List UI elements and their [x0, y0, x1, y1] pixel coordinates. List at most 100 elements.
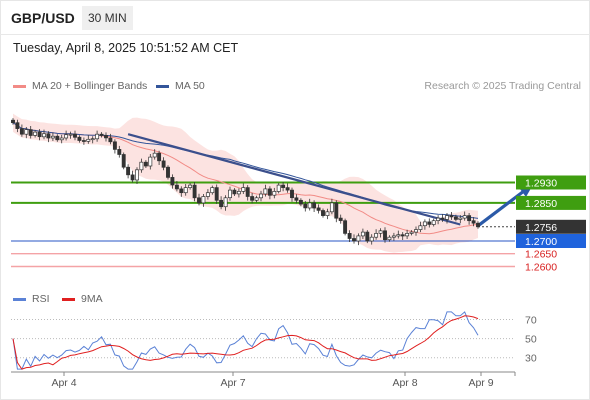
- candle: [19, 124, 24, 137]
- candle: [223, 195, 228, 211]
- candle-body: [294, 197, 299, 201]
- candle: [42, 129, 46, 140]
- header-divider: [0, 34, 590, 35]
- candle: [219, 196, 224, 210]
- candle: [316, 204, 321, 214]
- candle-body: [458, 217, 463, 220]
- candle: [259, 190, 263, 202]
- candle: [33, 130, 38, 138]
- candle: [210, 185, 215, 195]
- candle-body: [267, 188, 272, 196]
- candle: [179, 186, 184, 197]
- candle: [462, 211, 467, 221]
- candle-body: [272, 191, 277, 196]
- candle: [400, 232, 405, 240]
- candle: [174, 181, 179, 192]
- candle: [387, 235, 392, 242]
- candle-body: [205, 192, 210, 197]
- candle: [59, 134, 64, 144]
- candle-body: [219, 199, 224, 208]
- candle-body: [290, 189, 294, 199]
- candle-body: [405, 233, 410, 237]
- candle-body: [445, 215, 449, 220]
- candle: [422, 219, 427, 230]
- candle-body: [73, 133, 77, 138]
- candle: [254, 195, 259, 203]
- candle-body: [254, 197, 259, 201]
- candle-body: [161, 160, 166, 168]
- candle: [126, 164, 131, 179]
- legend-label-9ma: 9MA: [81, 293, 103, 305]
- forecast-arrow-shaft: [477, 184, 533, 228]
- candle-body: [440, 217, 445, 220]
- candle-body: [232, 189, 237, 195]
- candle: [161, 157, 166, 171]
- candle: [232, 188, 237, 196]
- candle-body: [170, 177, 175, 186]
- candle: [414, 226, 418, 236]
- candle-body: [321, 210, 325, 216]
- candle: [170, 174, 175, 189]
- candle-body: [157, 152, 162, 162]
- candle: [135, 167, 139, 184]
- trendline-falling: [127, 133, 461, 226]
- candle: [312, 200, 317, 212]
- candle: [391, 232, 396, 241]
- rsi-level-label-70: 70: [525, 315, 537, 327]
- candle: [467, 213, 472, 225]
- candle: [263, 184, 268, 197]
- candle-body: [24, 129, 29, 135]
- candle: [276, 183, 281, 194]
- candle-body: [325, 211, 330, 216]
- candle-body: [276, 184, 281, 192]
- timeframe-badge[interactable]: 30 MIN: [82, 6, 133, 30]
- candle-body: [427, 221, 432, 225]
- price-level-box-1.2756: [516, 219, 586, 234]
- legend-label-ma50: MA 50: [175, 80, 205, 92]
- candle-body: [418, 225, 423, 230]
- candle-body: [298, 199, 303, 205]
- candle: [285, 183, 290, 193]
- rsi-panel: 70 50 30: [11, 311, 537, 370]
- candle-body: [192, 184, 197, 199]
- candle: [143, 160, 148, 168]
- candle-body: [143, 161, 148, 167]
- candle: [188, 183, 193, 190]
- candle-body: [55, 135, 60, 141]
- candle: [245, 185, 250, 201]
- candle: [68, 131, 73, 139]
- candle: [294, 194, 299, 204]
- candle-body: [369, 236, 374, 242]
- candle: [445, 213, 449, 224]
- instrument-title: GBP/USD: [11, 10, 75, 26]
- candle: [55, 134, 60, 142]
- candle-body: [285, 187, 290, 191]
- candle-body: [436, 217, 441, 221]
- candle-body: [228, 189, 232, 199]
- candle: [476, 221, 480, 229]
- candle-body: [183, 187, 188, 194]
- candle: [108, 133, 113, 145]
- candle: [378, 228, 383, 238]
- candle-body: [462, 215, 467, 219]
- legend-swatch-rsi: [13, 297, 26, 301]
- candle: [152, 149, 157, 160]
- candle: [303, 201, 308, 212]
- legend-label-rsi: RSI: [32, 293, 50, 305]
- candle-body: [422, 221, 427, 227]
- candle: [77, 135, 82, 143]
- candle-body: [104, 135, 108, 139]
- candle: [449, 212, 454, 220]
- legend-ma50: MA 50: [156, 80, 205, 92]
- candle: [228, 186, 232, 201]
- candle: [405, 229, 410, 239]
- candle: [307, 198, 312, 211]
- candle-body: [374, 233, 379, 238]
- candle: [130, 170, 135, 183]
- candle: [347, 230, 352, 242]
- candle: [374, 229, 379, 240]
- candle: [64, 130, 69, 141]
- candle: [409, 230, 414, 236]
- candle-body: [139, 161, 144, 171]
- price-level-label-1.2600: 1.2600: [525, 262, 557, 274]
